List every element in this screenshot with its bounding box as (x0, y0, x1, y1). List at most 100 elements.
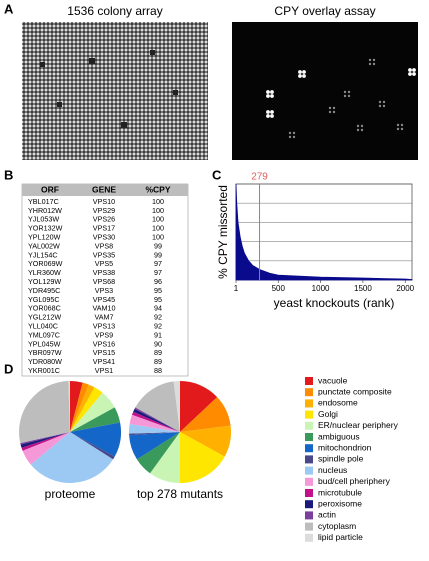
pie-slice (70, 382, 89, 432)
cpy-overlay-image (232, 22, 418, 160)
table-cell: 100 (152, 206, 164, 215)
spot (408, 68, 412, 72)
legend-label: ER/nuclear periphery (318, 420, 399, 430)
table-cell: VAM7 (94, 313, 113, 322)
table-cell: YOR069W (28, 259, 63, 268)
spot (400, 127, 404, 131)
spot (298, 74, 302, 78)
table-cell: 94 (154, 304, 162, 313)
table-cell: 90 (154, 339, 162, 348)
area (235, 183, 413, 281)
legend-label: spindle pole (318, 454, 364, 464)
legend-swatch (305, 466, 313, 475)
table-cell: 89 (154, 357, 162, 366)
spot (270, 94, 274, 98)
table-cell: VPS3 (95, 286, 113, 295)
marker-label: 279 (251, 172, 268, 183)
legend-label: vacuole (318, 375, 348, 385)
spot (347, 90, 351, 94)
spot (382, 104, 386, 108)
table-cell: VPS8 (95, 241, 113, 250)
table-cell: VPS9 (95, 330, 113, 339)
spot (328, 110, 332, 114)
y-axis-label: % CPY missorted (216, 185, 230, 279)
pie-slice (150, 432, 180, 483)
table-cell: YGL212W (28, 313, 61, 322)
spot (356, 124, 360, 128)
legend-swatch (305, 421, 313, 430)
table-cell: VPS45 (93, 295, 115, 304)
legend-swatch (305, 377, 313, 385)
panel-label: A (4, 1, 14, 16)
pie-slice (129, 424, 180, 434)
legend-label: microtubule (318, 487, 362, 497)
spot (298, 70, 302, 74)
image-title: 1536 colony array (67, 4, 162, 18)
table: ORF GENE %CPY YBL017C VPS10 100 YHR012W VPS29 10… (21, 183, 189, 377)
pie-slice (129, 432, 180, 460)
legend-swatch (305, 433, 313, 441)
x-axis-label: yeast knockouts (rank) (274, 296, 395, 310)
spot (270, 90, 274, 94)
table-cell: 100 (152, 215, 164, 224)
image-title: CPY overlay assay (274, 4, 375, 18)
table-cell: YBL017C (28, 197, 59, 206)
table-cell: VPS16 (93, 339, 115, 348)
legend-label: nucleus (318, 465, 347, 475)
table-cell: 92 (154, 313, 162, 322)
pie-slice (180, 432, 225, 483)
spot (266, 114, 270, 118)
spot (378, 104, 382, 108)
pie-slice (20, 432, 71, 448)
table-cell: VPS41 (93, 357, 115, 366)
spot (360, 128, 364, 132)
spot (288, 131, 292, 135)
pie-slice (18, 381, 70, 444)
pie-slice (173, 381, 180, 432)
table-cell: 92 (154, 322, 162, 331)
table-cell: VPS15 (93, 348, 115, 357)
legend-label: cytoplasm (318, 521, 356, 531)
pie-slice (70, 384, 95, 432)
spot (328, 106, 332, 110)
legend-swatch (305, 410, 313, 419)
table-cell: YLR360W (28, 268, 61, 277)
spot (332, 106, 336, 110)
pie-title: proteome (45, 487, 96, 501)
spot (302, 70, 306, 74)
x-tick-label: 2000 (396, 284, 414, 293)
legend-label: endosome (318, 398, 358, 408)
table-cell: YHR012W (28, 206, 62, 215)
spot (332, 110, 336, 114)
legend-swatch (305, 455, 313, 464)
spot (343, 94, 347, 98)
table-cell: 97 (154, 259, 162, 268)
table-cell: 88 (154, 366, 162, 375)
table-cell: 91 (154, 330, 162, 339)
table-cell: 100 (152, 197, 164, 206)
x-tick-label: 1500 (354, 284, 372, 293)
table-cell: YPL045W (28, 339, 61, 348)
table-cell: VPS26 (93, 215, 115, 224)
pie-title: top 278 mutants (137, 487, 223, 501)
spot (292, 131, 296, 135)
spot (266, 110, 270, 114)
pie-slice (129, 414, 180, 432)
table-cell: YOL129W (28, 277, 61, 286)
spot (396, 123, 400, 127)
table-cell: 96 (154, 277, 162, 286)
legend-swatch (305, 533, 313, 542)
pie-slice (135, 381, 180, 432)
table-cell: YBR097W (28, 348, 62, 357)
table-cell: YOR068C (28, 304, 61, 313)
pie-slice (70, 432, 115, 460)
table-cell: YJL053W (28, 215, 59, 224)
spot (356, 128, 360, 132)
spot (266, 94, 270, 98)
table-cell: VPS30 (93, 233, 115, 242)
spot (372, 62, 376, 66)
legend-swatch (305, 399, 313, 408)
pie-slice (70, 392, 115, 432)
legend-label: peroxisome (318, 498, 362, 508)
